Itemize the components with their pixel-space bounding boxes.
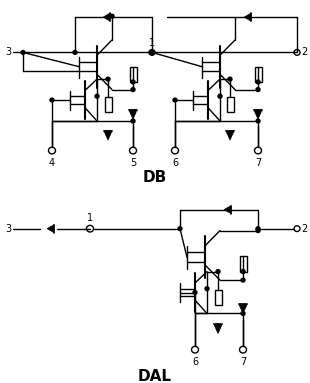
Polygon shape [214, 324, 222, 334]
Polygon shape [224, 206, 231, 214]
Text: 6: 6 [172, 158, 178, 168]
Circle shape [228, 77, 232, 81]
Circle shape [216, 270, 220, 273]
Text: 2: 2 [301, 224, 307, 234]
Circle shape [110, 14, 114, 18]
Polygon shape [129, 110, 137, 119]
Text: 7: 7 [255, 158, 261, 168]
Text: 7: 7 [240, 357, 246, 367]
Polygon shape [226, 131, 234, 140]
Circle shape [106, 77, 110, 81]
Text: DAL: DAL [138, 369, 172, 383]
Circle shape [256, 229, 260, 232]
Circle shape [241, 270, 245, 273]
Text: 3: 3 [5, 224, 11, 234]
Circle shape [218, 94, 222, 98]
Circle shape [241, 278, 245, 282]
Text: DB: DB [143, 170, 167, 185]
Circle shape [95, 94, 99, 98]
Text: 3: 3 [5, 47, 11, 57]
Polygon shape [254, 110, 262, 119]
Text: 2: 2 [301, 47, 307, 57]
Bar [240, 256, 246, 272]
Circle shape [50, 98, 54, 102]
Text: 6: 6 [192, 357, 198, 367]
Text: 4: 4 [49, 158, 55, 168]
Circle shape [256, 227, 260, 231]
Polygon shape [103, 13, 110, 21]
Bar [130, 67, 136, 82]
Bar [104, 97, 112, 113]
Circle shape [256, 80, 260, 84]
Polygon shape [244, 13, 251, 21]
Circle shape [205, 287, 209, 291]
Text: 5: 5 [130, 158, 136, 168]
Text: 1: 1 [149, 38, 155, 47]
Circle shape [73, 51, 77, 54]
Circle shape [256, 88, 260, 92]
Polygon shape [47, 225, 54, 232]
Circle shape [21, 51, 25, 54]
Circle shape [241, 311, 245, 315]
Circle shape [193, 291, 197, 295]
Bar [255, 67, 262, 82]
Circle shape [150, 51, 154, 54]
Circle shape [173, 98, 177, 102]
Polygon shape [104, 131, 112, 140]
Circle shape [256, 119, 260, 123]
Circle shape [178, 227, 182, 231]
Bar [215, 290, 222, 305]
Circle shape [131, 80, 135, 84]
Bar [227, 97, 233, 113]
Circle shape [131, 119, 135, 123]
Text: 1: 1 [87, 213, 93, 223]
Polygon shape [239, 304, 247, 313]
Circle shape [131, 88, 135, 92]
